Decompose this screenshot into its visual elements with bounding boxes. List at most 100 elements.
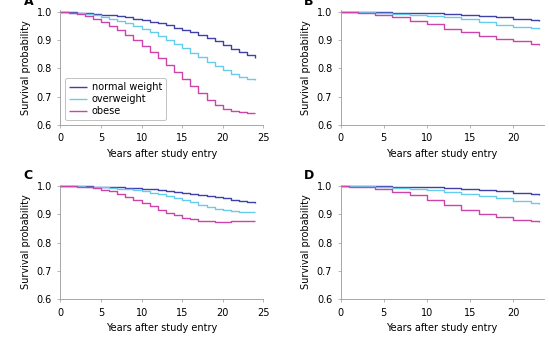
overweight xyxy=(244,77,250,81)
obese xyxy=(74,12,80,17)
X-axis label: Years after study entry: Years after study entry xyxy=(107,323,217,333)
normal weight xyxy=(252,55,259,60)
normal weight xyxy=(138,187,145,191)
normal weight xyxy=(228,197,234,202)
obese xyxy=(406,19,413,23)
Line: overweight: overweight xyxy=(340,186,539,204)
normal weight xyxy=(65,10,72,14)
normal weight xyxy=(130,17,137,21)
overweight xyxy=(57,184,64,188)
normal weight xyxy=(147,20,153,24)
overweight xyxy=(372,185,378,189)
normal weight xyxy=(355,184,361,188)
obese xyxy=(65,184,72,189)
obese xyxy=(389,190,396,194)
overweight xyxy=(458,192,465,196)
obese xyxy=(98,187,104,192)
obese xyxy=(236,219,242,223)
overweight xyxy=(106,186,113,190)
normal weight xyxy=(98,185,104,189)
obese xyxy=(114,28,121,32)
overweight xyxy=(130,188,137,192)
normal weight xyxy=(81,11,88,15)
overweight xyxy=(203,60,210,64)
overweight xyxy=(187,51,194,55)
obese xyxy=(130,38,137,42)
obese xyxy=(244,219,250,223)
overweight xyxy=(179,46,186,50)
normal weight xyxy=(424,185,430,190)
normal weight xyxy=(187,30,194,34)
overweight xyxy=(163,194,169,198)
normal weight xyxy=(406,185,413,189)
Line: overweight: overweight xyxy=(60,186,255,212)
overweight xyxy=(475,194,482,198)
normal weight xyxy=(458,13,465,17)
overweight xyxy=(195,55,201,59)
obese xyxy=(61,10,68,14)
overweight xyxy=(252,210,259,214)
obese xyxy=(211,104,218,108)
overweight xyxy=(171,196,177,200)
normal weight xyxy=(203,194,210,198)
Line: normal weight: normal weight xyxy=(340,12,539,21)
overweight xyxy=(389,12,396,16)
Line: normal weight: normal weight xyxy=(60,12,255,57)
obese xyxy=(355,185,361,189)
normal weight xyxy=(89,12,96,16)
obese xyxy=(458,30,465,34)
obese xyxy=(220,220,226,224)
overweight xyxy=(61,10,68,14)
normal weight xyxy=(372,10,378,14)
overweight xyxy=(203,205,210,209)
obese xyxy=(458,208,465,212)
obese xyxy=(355,11,361,15)
Line: obese: obese xyxy=(60,186,255,222)
normal weight xyxy=(236,199,242,203)
Line: normal weight: normal weight xyxy=(60,186,255,203)
obese xyxy=(147,204,153,208)
normal weight xyxy=(458,187,465,191)
normal weight xyxy=(74,184,80,188)
Y-axis label: Survival probability: Survival probability xyxy=(21,195,31,289)
normal weight xyxy=(527,192,534,196)
obese xyxy=(89,186,96,190)
Text: C: C xyxy=(24,169,33,182)
normal weight xyxy=(89,184,96,189)
normal weight xyxy=(389,11,396,15)
overweight xyxy=(114,186,121,191)
X-axis label: Years after study entry: Years after study entry xyxy=(386,149,497,159)
overweight xyxy=(138,27,145,31)
normal weight xyxy=(163,189,169,193)
obese xyxy=(81,185,88,190)
overweight xyxy=(228,72,234,76)
normal weight xyxy=(154,188,161,192)
overweight xyxy=(74,184,80,189)
Line: obese: obese xyxy=(340,186,539,222)
normal weight xyxy=(122,15,128,20)
normal weight xyxy=(475,14,482,18)
overweight xyxy=(536,202,542,206)
obese xyxy=(203,98,210,102)
overweight xyxy=(527,201,534,205)
normal weight xyxy=(195,33,201,37)
normal weight xyxy=(65,184,72,188)
obese xyxy=(130,197,137,202)
overweight xyxy=(89,13,96,18)
obese xyxy=(122,194,128,198)
overweight xyxy=(81,12,88,17)
overweight xyxy=(211,207,218,211)
normal weight xyxy=(106,185,113,189)
overweight xyxy=(228,209,234,213)
overweight xyxy=(98,15,104,19)
overweight xyxy=(195,203,201,207)
normal weight xyxy=(372,184,378,189)
obese xyxy=(138,44,145,48)
obese xyxy=(57,184,64,188)
Legend: normal weight, overweight, obese: normal weight, overweight, obese xyxy=(65,78,166,120)
Y-axis label: Survival probability: Survival probability xyxy=(301,195,311,289)
overweight xyxy=(89,185,96,189)
obese xyxy=(81,14,88,18)
overweight xyxy=(475,20,482,24)
normal weight xyxy=(389,184,396,189)
